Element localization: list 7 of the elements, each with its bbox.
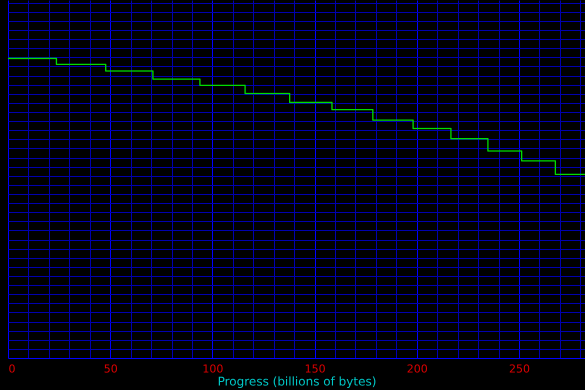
x-tick-label: 0: [8, 362, 16, 376]
x-tick-label: 100: [202, 362, 224, 376]
x-tick-label: 200: [406, 362, 428, 376]
x-tick-label: 250: [508, 362, 530, 376]
x-tick-label: 150: [304, 362, 326, 376]
x-axis-title: Progress (billions of bytes): [218, 374, 376, 388]
x-tick-label: 50: [104, 362, 118, 376]
